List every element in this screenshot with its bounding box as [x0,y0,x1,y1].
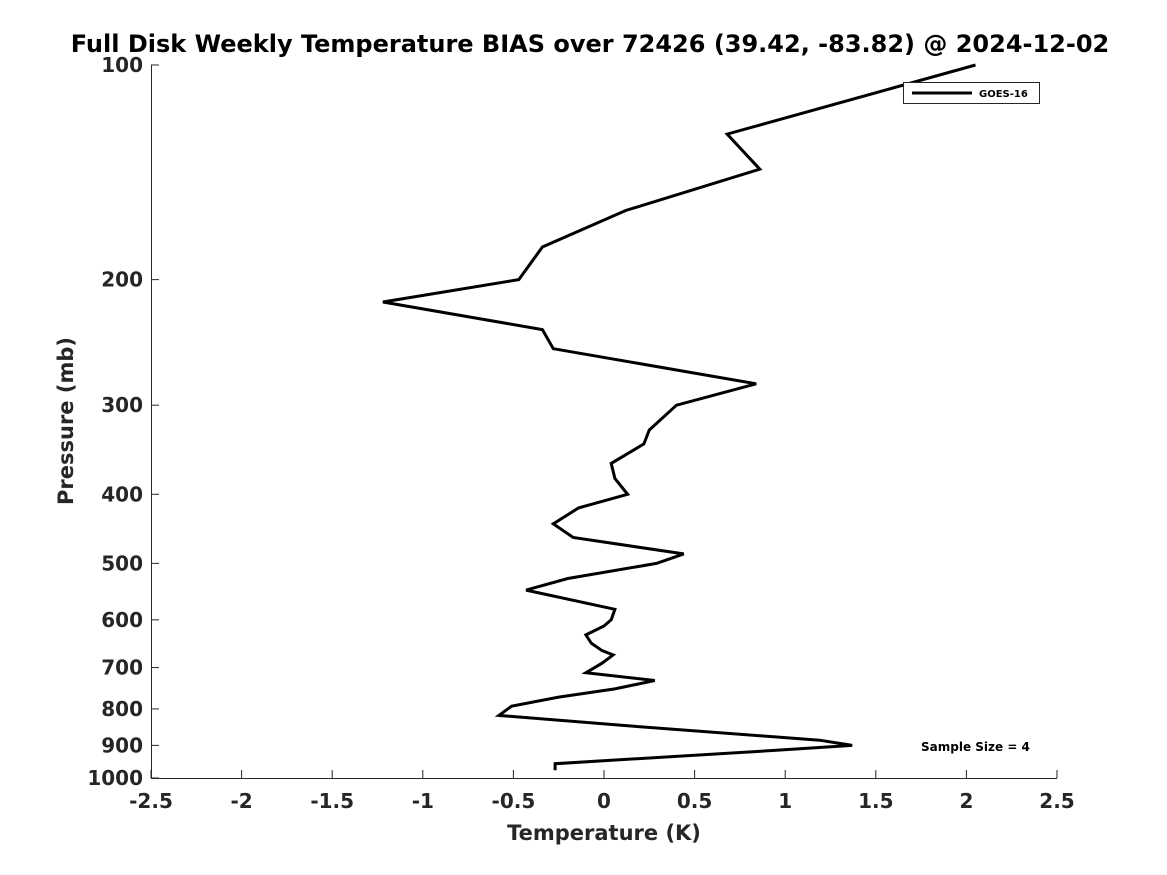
series-line-goes-16 [382,63,976,771]
x-tick-label: 2 [959,789,973,813]
y-tick-label: 500 [101,551,143,575]
x-tick-label: 1 [778,789,792,813]
x-tick-label: -2.5 [129,789,173,813]
x-tick-label: 0.5 [677,789,712,813]
x-tick-label: 0 [597,789,611,813]
chart-title: Full Disk Weekly Temperature BIAS over 7… [71,30,1110,58]
y-tick-label: 900 [101,733,143,757]
y-tick-label: 1000 [87,766,143,790]
y-tick-label: 700 [101,656,143,680]
y-axis-label: Pressure (mb) [54,337,78,505]
plot-axes [151,65,1057,779]
x-tick-label: -2 [230,789,252,813]
y-tick-label: 200 [101,268,143,292]
y-tick-label: 400 [101,482,143,506]
y-ticks: 100 200 300 400 500 600 700 800 900 1000 [87,53,159,790]
x-tick-label: 2.5 [1039,789,1074,813]
y-tick-label: 800 [101,697,143,721]
x-tick-label: -1 [412,789,434,813]
y-tick-label: 300 [101,393,143,417]
series-layer [382,63,976,771]
y-tick-label: 600 [101,608,143,632]
x-ticks: -2.5 -2 -1.5 -1 -0.5 0 0.5 1 1.5 2 2.5 [129,770,1075,813]
x-tick-label: 1.5 [858,789,893,813]
x-tick-label: -0.5 [492,789,536,813]
legend-label-goes-16: GOES-16 [979,89,1028,100]
legend: GOES-16 [903,82,1040,104]
x-axis-label: Temperature (K) [507,821,701,845]
y-tick-label: 100 [101,53,143,77]
sample-size-annotation: Sample Size = 4 [921,740,1030,754]
x-tick-label: -1.5 [310,789,354,813]
